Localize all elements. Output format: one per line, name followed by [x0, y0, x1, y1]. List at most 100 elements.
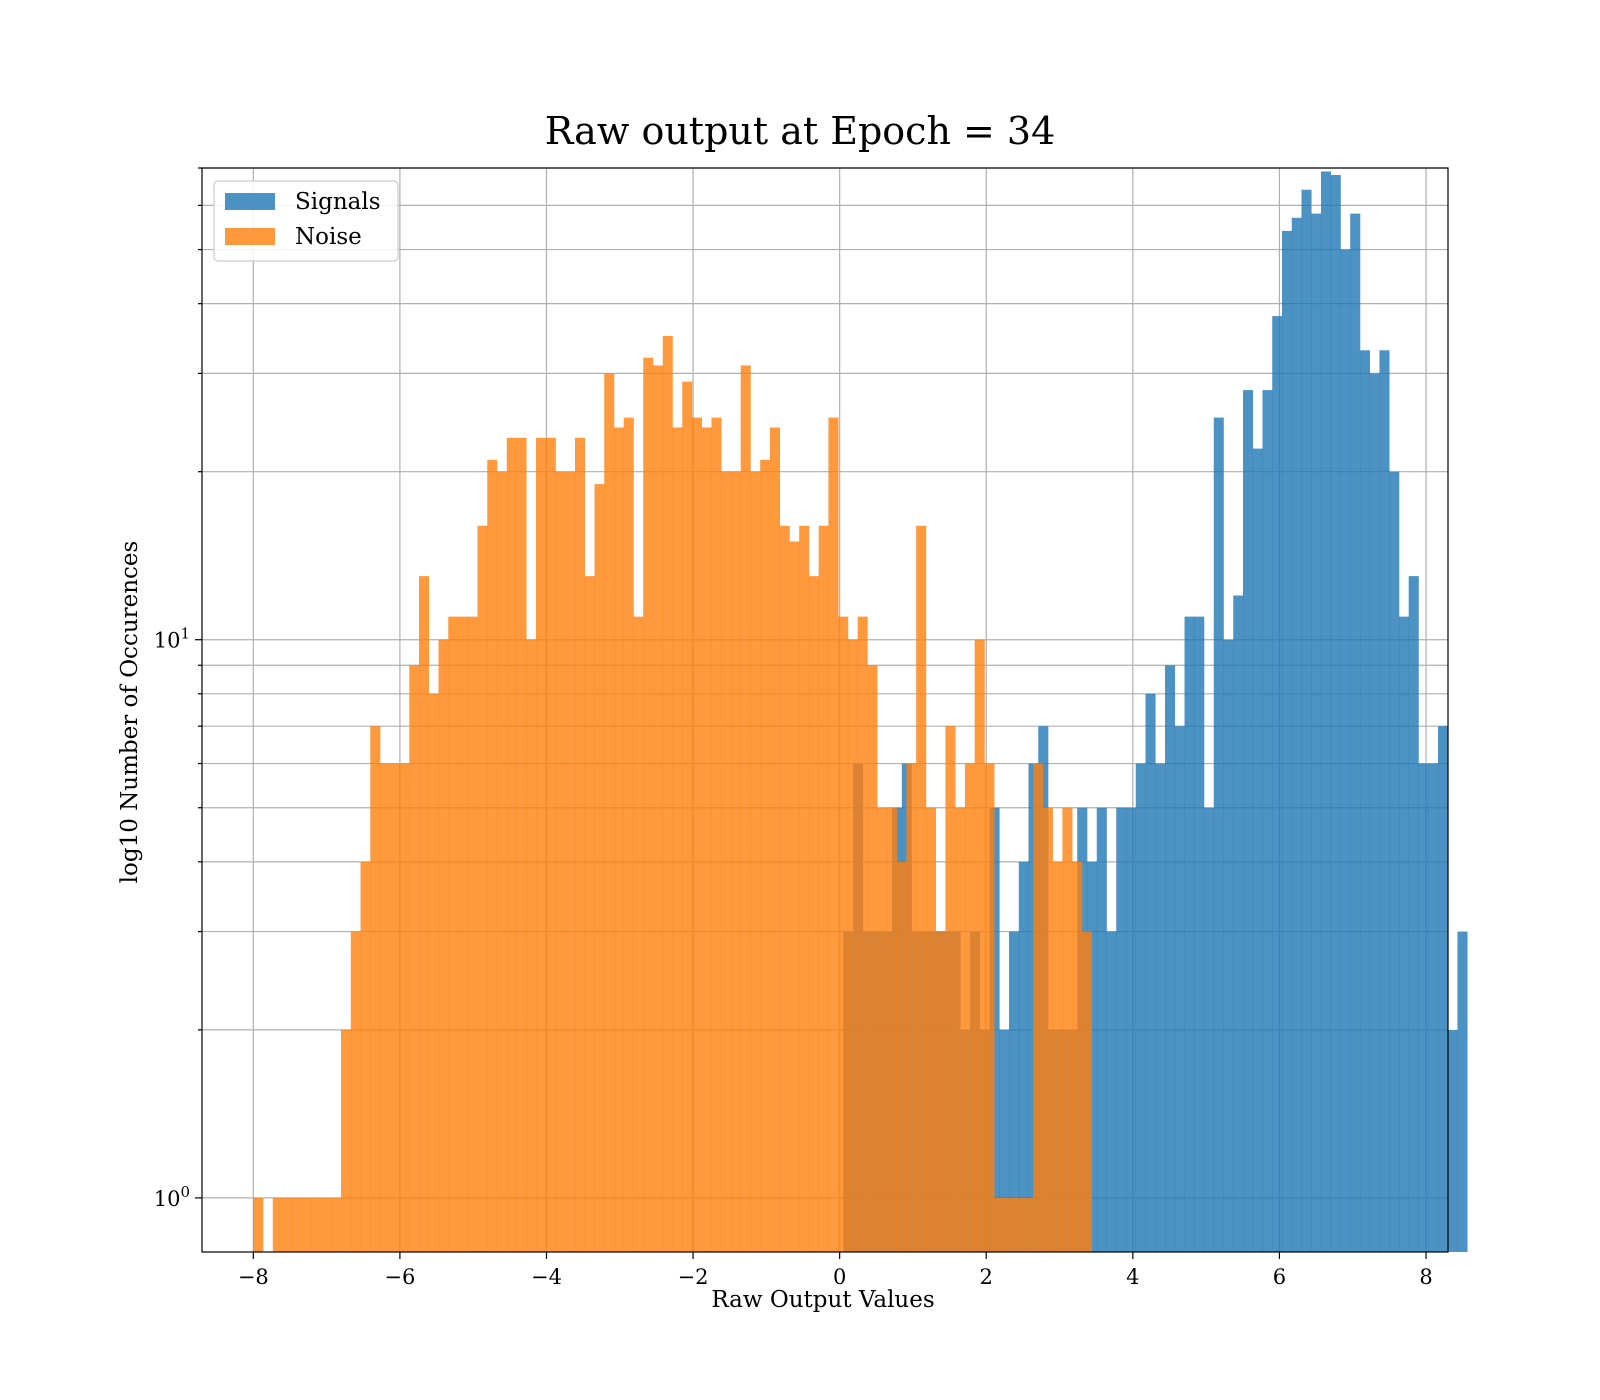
bar-signals	[1096, 807, 1107, 1252]
bar-noise	[1081, 931, 1092, 1252]
bar-signals	[1155, 763, 1166, 1252]
bar-noise	[1003, 1197, 1014, 1252]
bar-noise	[994, 1197, 1005, 1252]
bar-noise	[896, 861, 907, 1252]
bar-signals	[1135, 763, 1146, 1252]
bar-signals	[1281, 230, 1293, 1252]
bar-noise	[399, 763, 410, 1252]
bar-noise	[419, 576, 430, 1252]
bar-noise	[964, 763, 975, 1252]
bar-noise	[594, 484, 605, 1252]
bar-noise	[916, 525, 927, 1252]
bar-signals	[1447, 1029, 1458, 1252]
bar-noise	[380, 763, 391, 1252]
bar-noise	[321, 1197, 332, 1252]
bar-signals	[1398, 616, 1410, 1252]
bar-noise	[818, 525, 829, 1252]
bar-signals	[1330, 175, 1341, 1252]
bar-noise	[613, 427, 625, 1252]
bar-signals	[1311, 213, 1322, 1253]
x-tick-label: −6	[384, 1265, 415, 1289]
bar-signals	[1213, 417, 1224, 1253]
bar-noise	[906, 763, 917, 1252]
bar-signals	[1223, 639, 1234, 1252]
bar-noise	[574, 437, 586, 1252]
bar-signals	[1009, 931, 1020, 1252]
bar-noise	[1072, 861, 1083, 1252]
bar-noise	[838, 616, 849, 1252]
bar-signals	[1184, 616, 1195, 1252]
bar-signals	[1350, 213, 1361, 1253]
bar-noise	[584, 576, 595, 1252]
bar-signals	[1243, 390, 1254, 1252]
legend: Signals Noise	[213, 180, 399, 262]
bar-noise	[1042, 807, 1053, 1252]
legend-label-signals: Signals	[295, 189, 381, 215]
bar-signals	[1272, 316, 1283, 1253]
y-tick-label: 100	[154, 1183, 190, 1211]
bar-noise	[974, 639, 985, 1252]
bar-noise	[448, 616, 459, 1252]
bar-noise	[945, 726, 956, 1252]
bar-noise	[555, 471, 566, 1252]
y-tick-label: 101	[154, 625, 190, 653]
bar-signals	[1320, 171, 1332, 1253]
legend-swatch-signals	[225, 193, 275, 210]
bars	[253, 171, 1468, 1253]
bar-signals	[1379, 350, 1390, 1252]
x-axis-label: Raw Output Values	[711, 1287, 934, 1313]
bar-noise	[955, 807, 966, 1252]
bar-noise	[331, 1197, 342, 1252]
bar-noise	[760, 459, 771, 1252]
bar-noise	[341, 1029, 352, 1252]
bar-signals	[1126, 807, 1137, 1252]
bar-noise	[857, 616, 868, 1252]
axis-ticks: −8 −6 −4 −2 0 2 4 6 8 101 100	[154, 167, 1433, 1289]
x-tick-label: 8	[1419, 1265, 1432, 1289]
x-tick-label: −2	[678, 1265, 709, 1289]
bar-signals	[1428, 763, 1439, 1252]
plot-frame	[201, 167, 1449, 1253]
legend-label-noise: Noise	[295, 224, 362, 250]
bar-noise	[1062, 807, 1073, 1252]
bar-noise	[935, 931, 946, 1252]
bar-signals	[1359, 350, 1371, 1252]
bar-noise	[925, 807, 936, 1252]
bar-noise	[1023, 1197, 1034, 1252]
bar-signals	[1291, 217, 1302, 1252]
bar-noise	[428, 693, 439, 1252]
bar-noise	[847, 639, 858, 1252]
bar-noise	[769, 427, 781, 1252]
bar-noise	[730, 471, 742, 1252]
bar-noise	[438, 639, 449, 1252]
bar-signals	[1106, 931, 1117, 1252]
bar-signals	[1018, 861, 1029, 1252]
bar-noise	[643, 357, 654, 1252]
bar-noise	[272, 1197, 283, 1252]
bar-noise	[701, 427, 712, 1252]
bar-noise	[536, 437, 547, 1252]
bar-signals	[1174, 726, 1185, 1252]
bar-noise	[311, 1197, 322, 1252]
bar-signals	[1389, 471, 1400, 1252]
x-tick-label: 2	[980, 1265, 993, 1289]
bar-noise	[477, 525, 488, 1252]
bar-signals	[1145, 693, 1156, 1252]
bar-noise	[467, 616, 478, 1252]
bar-noise	[623, 417, 634, 1253]
bar-signals	[1116, 807, 1127, 1252]
bar-signals	[1252, 448, 1263, 1253]
bar-noise	[984, 763, 995, 1252]
bar-noise	[779, 525, 790, 1252]
bar-noise	[652, 365, 664, 1252]
bar-noise	[389, 763, 400, 1252]
bar-noise	[604, 373, 615, 1252]
x-tick-label: −8	[238, 1265, 269, 1289]
bar-signals	[1457, 931, 1468, 1252]
x-tick-label: 0	[833, 1265, 846, 1289]
bar-signals	[1408, 576, 1419, 1252]
bar-noise	[487, 459, 498, 1252]
bar-signals	[1369, 373, 1380, 1252]
bar-noise	[302, 1197, 313, 1252]
bar-signals	[1340, 249, 1351, 1252]
